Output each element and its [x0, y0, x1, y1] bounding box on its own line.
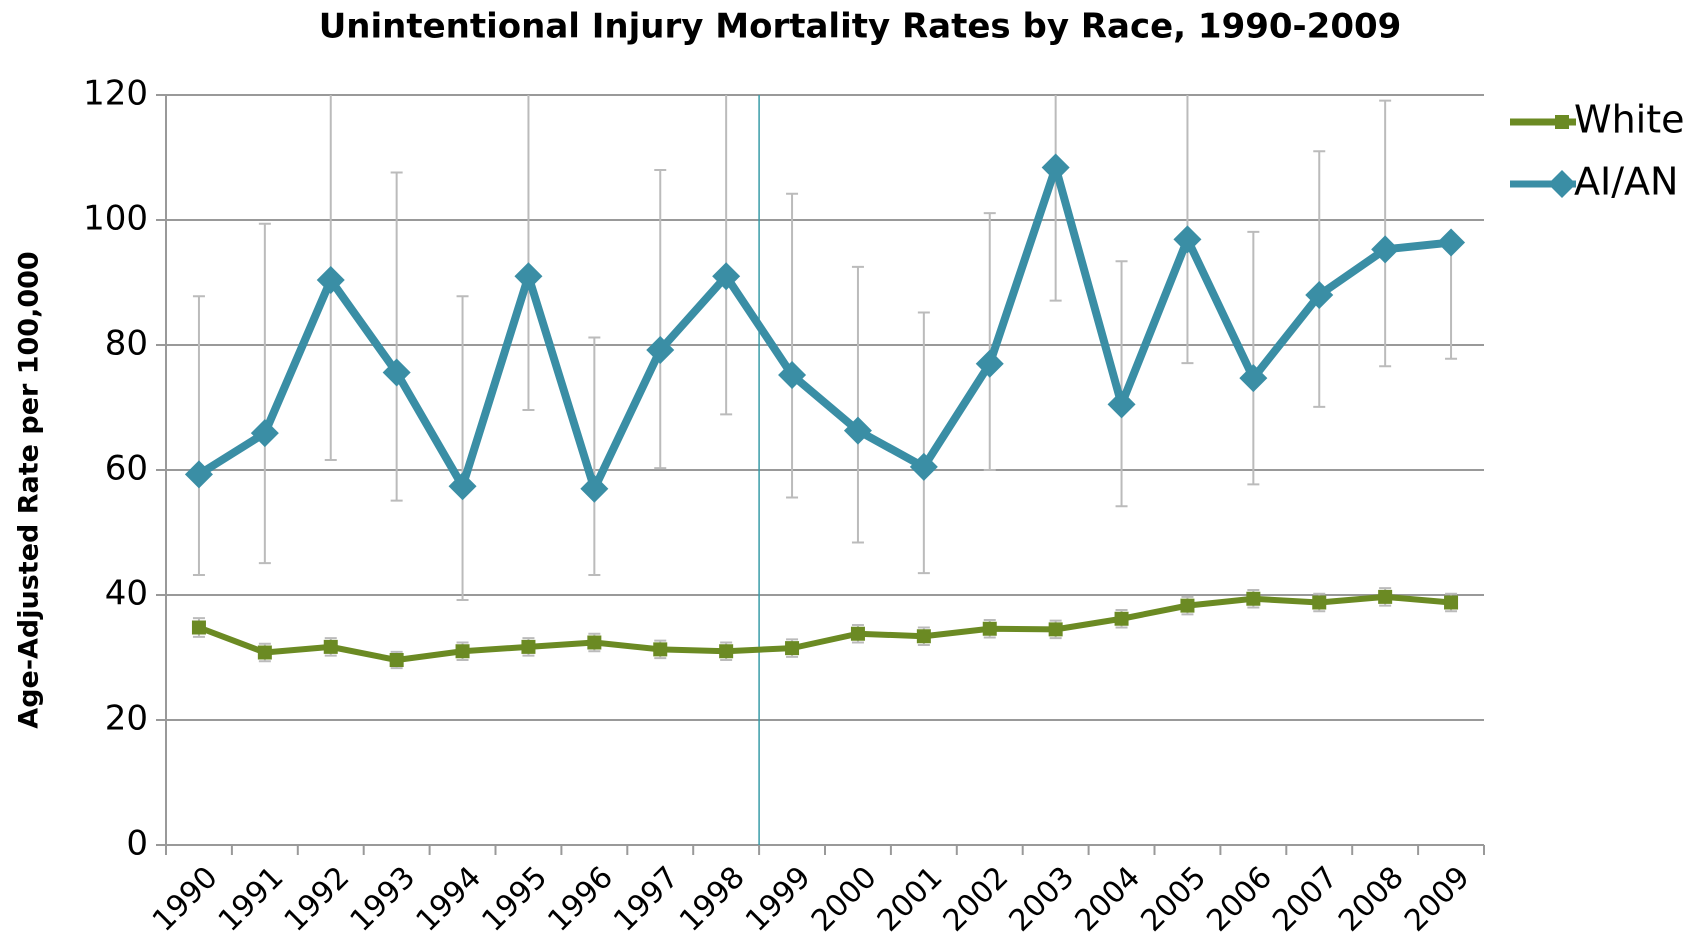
- marker: [1305, 281, 1334, 309]
- error-bar: [917, 311, 930, 575]
- marker: [1437, 228, 1466, 257]
- error-bar: [1445, 237, 1458, 360]
- y-tick-label: 100: [83, 199, 148, 239]
- series-line: [197, 593, 1452, 663]
- y-tick-label: 60: [105, 449, 148, 489]
- error-bar: [258, 222, 271, 565]
- x-tick-label: 2008: [1332, 860, 1411, 939]
- x-tick-label: 1990: [146, 860, 225, 939]
- error-bar: [1181, 95, 1194, 365]
- error-bar: [1313, 150, 1326, 408]
- x-tick-label: 1999: [739, 860, 818, 939]
- marker: [975, 349, 1004, 378]
- marker: [323, 639, 338, 654]
- marker: [1444, 595, 1459, 610]
- marker: [843, 416, 872, 445]
- error-bar: [456, 295, 469, 601]
- x-tick-label: 2006: [1200, 860, 1279, 939]
- marker: [1555, 115, 1569, 129]
- y-tick-label: 0: [126, 824, 148, 864]
- marker: [587, 635, 602, 650]
- marker: [521, 639, 536, 654]
- marker: [1371, 235, 1400, 264]
- x-tick-label: 2001: [871, 860, 950, 939]
- error-bar: [654, 169, 667, 470]
- marker: [1173, 225, 1202, 254]
- marker: [580, 474, 609, 503]
- marker: [1548, 170, 1576, 198]
- marker: [653, 642, 668, 657]
- error-bar: [1115, 260, 1128, 508]
- x-tick-label: 1995: [475, 860, 554, 939]
- marker: [850, 626, 865, 641]
- x-tick-label: 2000: [805, 860, 884, 939]
- marker: [455, 644, 470, 659]
- x-tick-label: 1997: [607, 860, 686, 939]
- marker: [389, 653, 404, 667]
- y-tick-label: 40: [105, 574, 148, 614]
- marker: [646, 336, 675, 364]
- marker: [719, 644, 734, 659]
- error-bar: [390, 171, 403, 502]
- x-tick-label: 1991: [212, 860, 291, 939]
- marker: [1048, 622, 1063, 637]
- marker: [250, 419, 279, 448]
- marker: [1378, 589, 1393, 604]
- y-tick-label: 80: [105, 324, 148, 364]
- x-tick-label: 2004: [1068, 860, 1147, 939]
- error-bar: [192, 295, 205, 576]
- marker: [778, 361, 807, 389]
- marker: [1180, 598, 1195, 613]
- y-axis-label: Age-Adjusted Rate per 100,000: [14, 251, 45, 728]
- marker: [316, 266, 345, 294]
- error-bars: [192, 95, 1458, 670]
- marker: [382, 358, 411, 387]
- marker: [1114, 611, 1129, 626]
- error-bar: [1379, 99, 1392, 368]
- error-bar: [1247, 230, 1260, 486]
- x-tick-label: 2003: [1003, 860, 1082, 939]
- marker: [712, 262, 741, 291]
- marker: [785, 641, 800, 656]
- error-bar: [720, 95, 733, 416]
- series-line: [196, 163, 1452, 493]
- x-tick-label: 1998: [673, 860, 752, 939]
- marker: [1041, 153, 1070, 182]
- x-tick-label: 1992: [278, 860, 357, 939]
- chart-title: Unintentional Injury Mortality Rates by …: [319, 7, 1402, 47]
- marker: [1107, 390, 1136, 419]
- y-tick-label: 20: [105, 699, 148, 739]
- marker: [1246, 591, 1261, 606]
- legend-label: AI/AN: [1574, 160, 1678, 204]
- marker: [909, 452, 938, 481]
- error-bar: [1049, 95, 1062, 302]
- x-tick-label: 2002: [937, 860, 1016, 939]
- x-tick-label: 2005: [1134, 860, 1213, 939]
- x-tick-label: 2007: [1266, 860, 1345, 939]
- y-tick-label: 120: [83, 74, 148, 114]
- error-bar: [522, 95, 535, 411]
- x-tick-label: 1996: [541, 860, 620, 939]
- marker: [514, 262, 543, 291]
- x-tick-label: 1993: [344, 860, 423, 939]
- legend-label: White: [1574, 98, 1685, 142]
- marker: [191, 620, 206, 635]
- marker: [1312, 595, 1327, 610]
- x-tick-label: 1994: [409, 860, 488, 939]
- marker: [982, 621, 997, 636]
- marker: [257, 645, 272, 660]
- marker: [448, 472, 477, 501]
- x-tick-label: 2009: [1398, 860, 1477, 939]
- error-bar: [588, 336, 601, 576]
- marker: [1239, 364, 1268, 393]
- error-bar: [786, 192, 799, 499]
- marker: [916, 629, 931, 644]
- error-bar: [983, 212, 996, 471]
- error-bar: [851, 265, 864, 544]
- marker: [184, 460, 213, 489]
